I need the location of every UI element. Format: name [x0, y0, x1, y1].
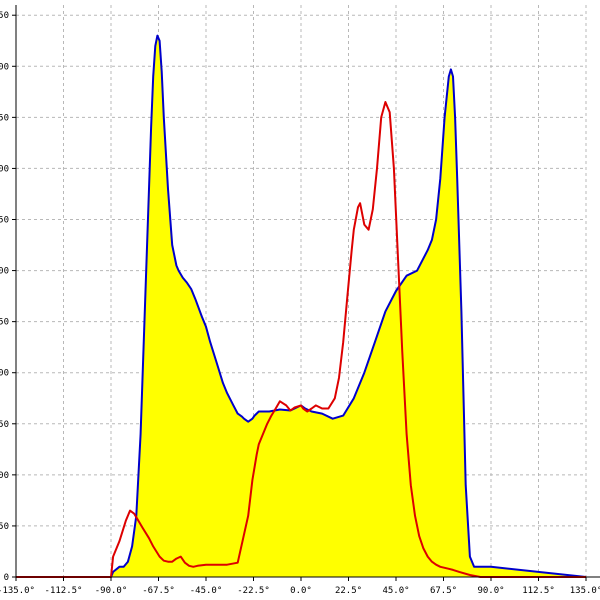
- x-tick-label: -45.0°: [190, 586, 223, 596]
- y-tick-label: 150: [0, 420, 9, 430]
- y-tick-label: 500: [0, 62, 9, 72]
- y-tick-label: 550: [0, 11, 9, 21]
- axis-layer: [12, 5, 600, 581]
- tick-label-layer: 0 50 100 150 200 250 300 350 400 450 500 550 -135.0°…: [0, 11, 600, 596]
- series-2-line: [16, 101, 586, 578]
- y-tick-label: 100: [0, 471, 9, 481]
- x-tick-label: 112.5°: [522, 586, 555, 596]
- x-tick-label: 135.0°: [570, 586, 600, 596]
- y-tick-label: 450: [0, 113, 9, 123]
- y-tick-label: 350: [0, 216, 9, 226]
- x-tick-label: 0.0°: [290, 586, 312, 596]
- x-tick-label: -90.0°: [95, 586, 128, 596]
- x-tick-label: 67.5°: [430, 586, 457, 596]
- series-1-area: [16, 35, 586, 578]
- y-tick-label: 50: [0, 522, 9, 532]
- y-tick-label: 200: [0, 369, 9, 379]
- x-tick-label: -22.5°: [237, 586, 270, 596]
- x-tick-label: 22.5°: [335, 586, 362, 596]
- x-tick-label: -135.0°: [0, 586, 35, 596]
- series-1-line: [16, 34, 587, 578]
- y-tick-label: 250: [0, 318, 9, 328]
- y-tick-label: 0: [4, 573, 9, 583]
- y-tick-label: 400: [0, 164, 9, 174]
- series-layer: [16, 34, 587, 578]
- x-tick-label: -67.5°: [142, 586, 175, 596]
- y-tick-label: 300: [0, 267, 9, 277]
- x-tick-label: -112.5°: [45, 586, 83, 596]
- x-tick-label: 45.0°: [382, 586, 409, 596]
- x-tick-label: 90.0°: [477, 586, 504, 596]
